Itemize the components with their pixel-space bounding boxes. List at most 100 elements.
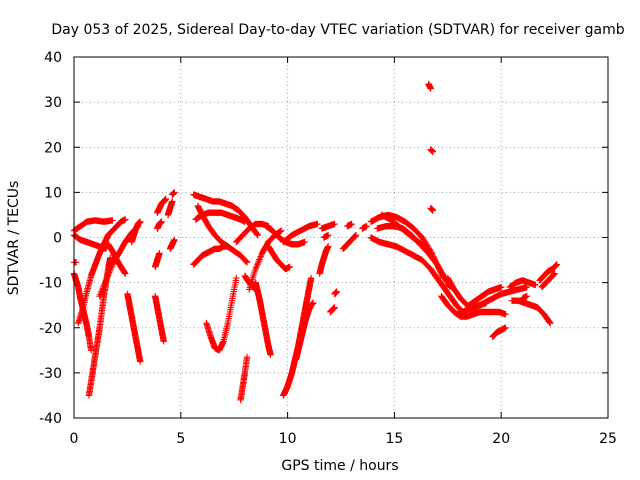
series-arc-08 [124, 290, 144, 365]
data-point-marks [166, 236, 178, 252]
series-arc-36 [331, 288, 340, 298]
series-arc-10 [152, 293, 167, 345]
series-arc-12 [154, 195, 169, 216]
data-point-marks [320, 232, 332, 241]
series-arc-35 [327, 304, 338, 316]
series-arc-31 [280, 220, 321, 246]
y-tick-label: -40 [39, 411, 62, 427]
series-arc-45 [427, 146, 436, 155]
y-tick-label: -10 [39, 276, 62, 292]
series-arc-15 [166, 236, 178, 252]
data-point-marks [427, 146, 436, 155]
series-arc-23 [233, 220, 272, 246]
data-point-marks [331, 288, 340, 298]
data-point-marks [378, 211, 428, 250]
data-point-marks [203, 274, 240, 354]
data-point-marks [438, 293, 509, 320]
data-point-marks [506, 277, 539, 291]
series-arc-29 [280, 274, 315, 399]
x-tick-label: 0 [70, 431, 79, 447]
data-point-marks [339, 232, 360, 252]
data-point-marks [292, 299, 317, 363]
data-point-marks [241, 272, 261, 295]
data-point-marks [425, 80, 434, 92]
data-point-marks [316, 243, 332, 277]
data-point-marks [280, 274, 315, 399]
x-tick-label: 10 [279, 431, 297, 447]
data-point-marks [154, 218, 165, 232]
data-point-marks [538, 270, 558, 291]
series-arc-14 [164, 198, 176, 219]
y-tick-label: 40 [44, 50, 62, 66]
x-tick-label: 15 [385, 431, 403, 447]
series-arc-54 [536, 261, 560, 284]
data-point-marks [194, 202, 251, 266]
data-point-marks [169, 189, 178, 198]
data-point-marks [519, 293, 530, 302]
tick-labels: 0 5 10 15 20 25 -40 -30 -20 -10 0 10 20 30 40 [39, 50, 617, 447]
data-point-marks [75, 216, 129, 327]
series-arc-41 [367, 234, 466, 316]
y-tick-label: -30 [39, 366, 62, 382]
data-point-marks [265, 243, 293, 273]
series-arc-51 [489, 324, 509, 340]
data-point-marks [466, 283, 505, 309]
series-arc-11 [152, 250, 163, 270]
x-tick-label: 25 [599, 431, 617, 447]
y-tick-label: 10 [44, 185, 62, 201]
series-arc-27 [265, 243, 293, 273]
chart-title: Day 053 of 2025, Sidereal Day-to-day VTE… [51, 22, 624, 38]
series-arc-49 [455, 283, 530, 318]
x-tick-label: 20 [492, 431, 510, 447]
y-tick-label: 20 [44, 140, 62, 156]
data-point-marks [237, 353, 251, 404]
series-arc-37 [339, 232, 360, 252]
data-point-marks [280, 220, 321, 246]
series-arc-09 [128, 218, 144, 246]
x-axis-label: GPS time / hours [281, 458, 398, 474]
series-arc-53 [506, 277, 539, 291]
data-point-marks [508, 297, 554, 327]
series-arc-34 [320, 232, 332, 241]
series-arc-39 [359, 223, 370, 232]
series-arc-55 [538, 270, 558, 291]
data-point-marks [536, 261, 560, 284]
grid-lines [74, 57, 608, 418]
series-arc-16 [169, 189, 178, 198]
data-point-marks [427, 205, 436, 214]
data-point-marks [233, 220, 272, 246]
y-axis-label: SDTVAR / TECUs [6, 181, 22, 296]
series-arc-47 [438, 293, 509, 320]
data-point-marks [327, 304, 338, 316]
data-point-marks [105, 241, 129, 277]
data-point-marks [124, 290, 144, 365]
series-arc-44 [425, 80, 434, 92]
y-tick-label: -20 [39, 321, 62, 337]
series-arc-38 [344, 220, 355, 230]
series-arc-07 [105, 241, 129, 277]
series-arc-28 [241, 272, 261, 295]
series-arc-32 [316, 243, 332, 277]
series-arc-20 [194, 202, 251, 266]
series-arc-57 [70, 259, 80, 266]
data-point-marks [70, 259, 80, 266]
series-arc-33 [318, 220, 338, 232]
series-arc-13 [154, 218, 165, 232]
series-arc-04 [75, 216, 129, 327]
data-point-marks [455, 283, 530, 318]
series-arc-22 [237, 353, 251, 404]
data-point-marks [489, 324, 509, 340]
series-arc-56 [519, 293, 530, 302]
x-tick-label: 5 [176, 431, 185, 447]
series-arc-43 [378, 211, 428, 250]
data-point-marks [318, 220, 338, 232]
data-point-marks [164, 198, 176, 219]
data-point-marks [152, 250, 163, 270]
plot-frame [73, 56, 609, 419]
data-point-marks [154, 195, 169, 216]
series-arc-52 [508, 297, 554, 327]
data-point-marks [367, 234, 466, 316]
y-tick-label: 30 [44, 95, 62, 111]
data-point-marks [344, 220, 355, 230]
data-point-marks [152, 293, 167, 345]
